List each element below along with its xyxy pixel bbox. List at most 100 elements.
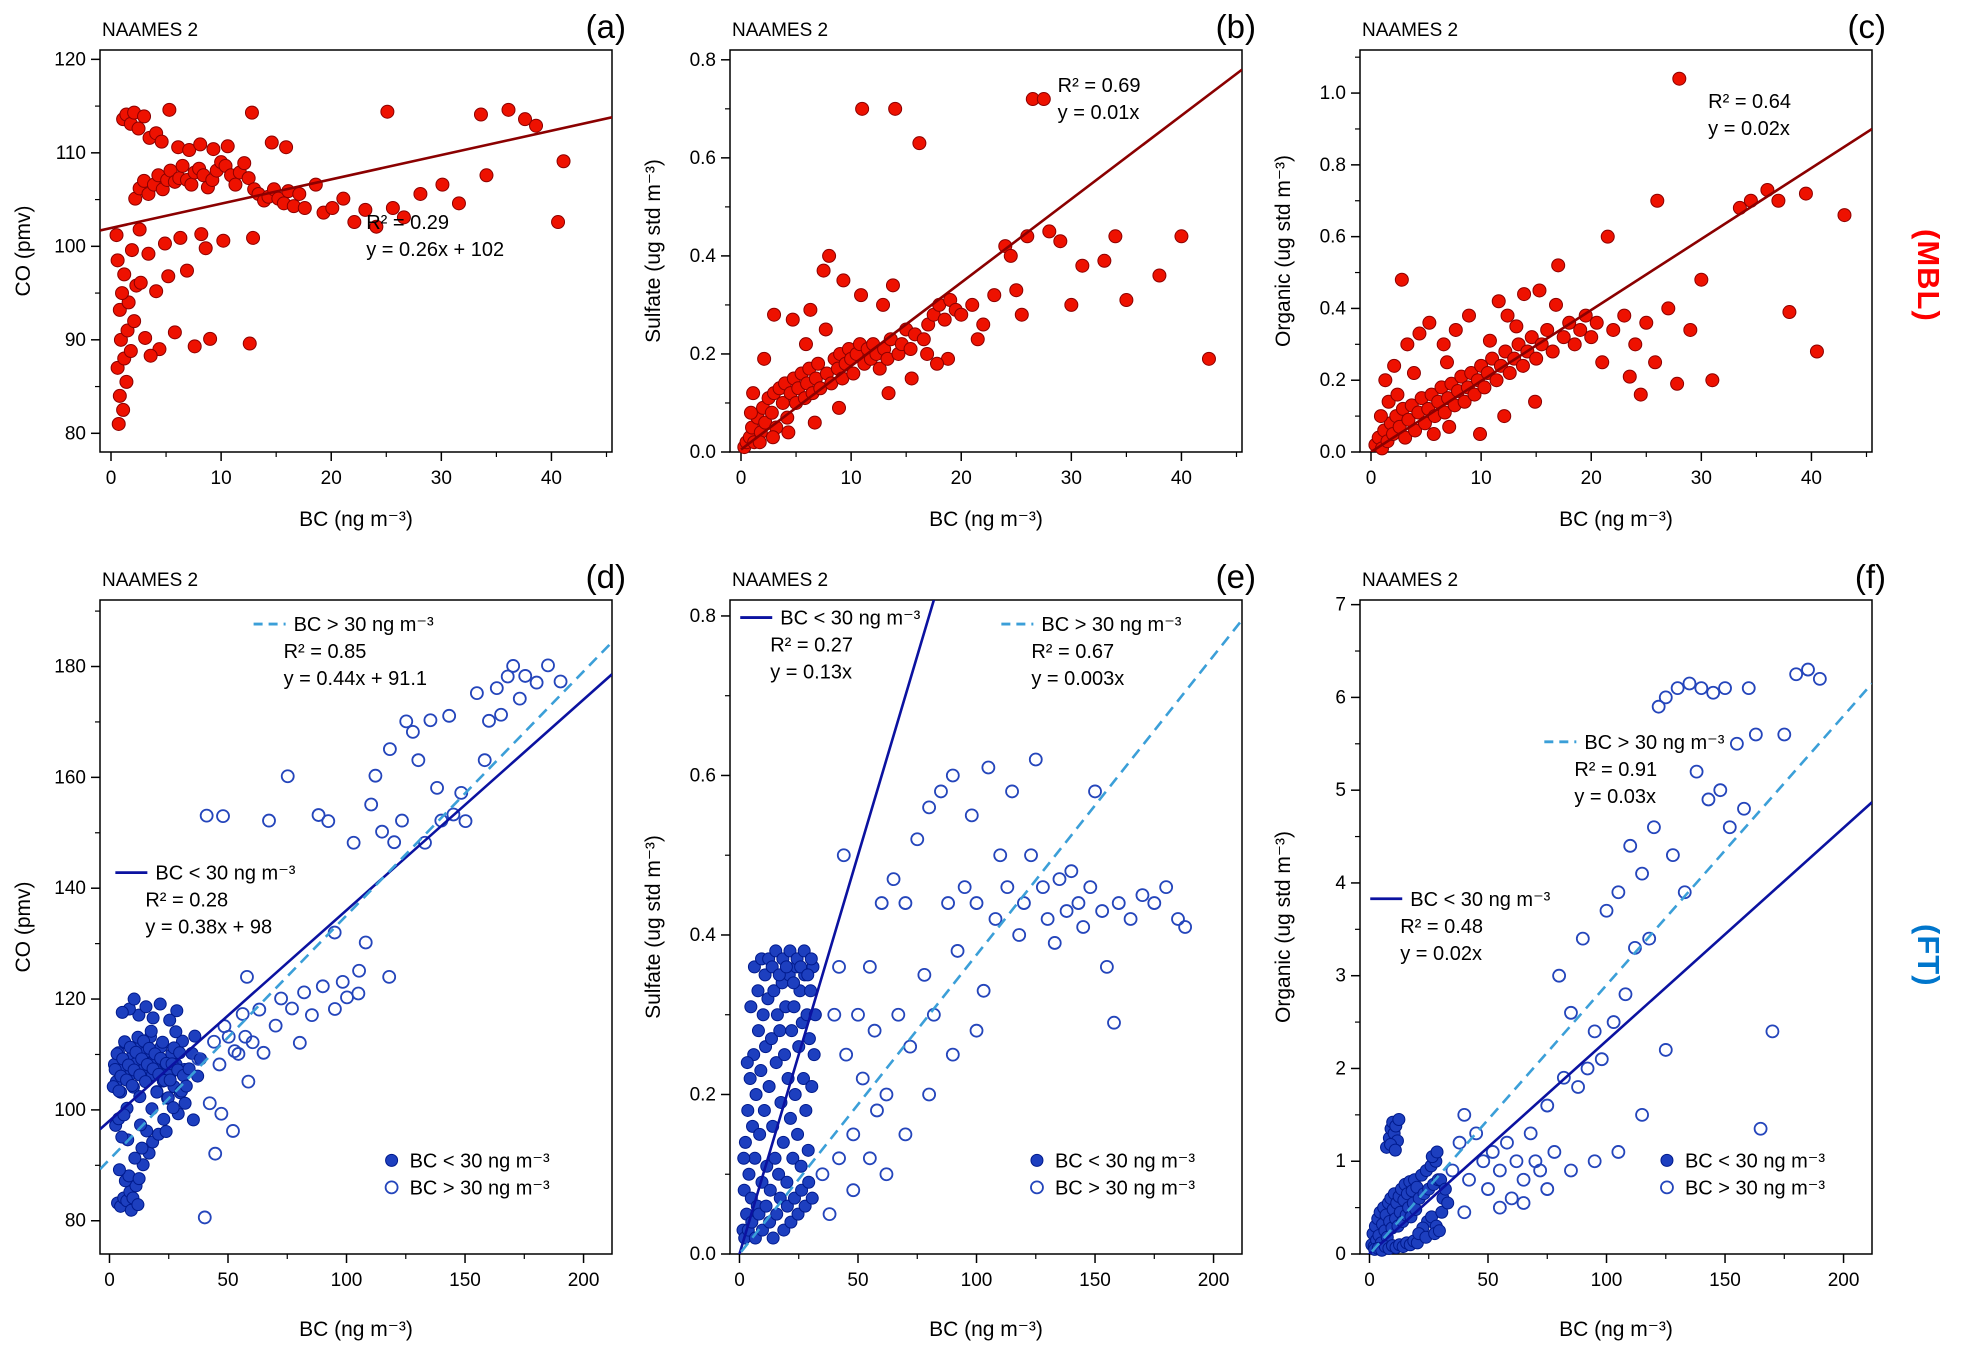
svg-text:BC (ng m⁻³): BC (ng m⁻³) xyxy=(929,1318,1043,1341)
svg-text:1: 1 xyxy=(1335,1151,1346,1172)
svg-text:100: 100 xyxy=(331,1270,363,1291)
svg-text:BC < 30 ng m⁻³: BC < 30 ng m⁻³ xyxy=(1410,889,1550,911)
svg-text:BC > 30 ng m⁻³: BC > 30 ng m⁻³ xyxy=(294,614,434,636)
svg-text:90: 90 xyxy=(65,330,86,351)
mbl-side-column: (MBL) xyxy=(1890,0,1966,550)
svg-text:BC (ng m⁻³): BC (ng m⁻³) xyxy=(299,1318,413,1341)
ft-row: 0 50 100 150 200 80 100 120 140 160 180 NAAMES 2 BC … xyxy=(0,550,1976,1360)
svg-text:6: 6 xyxy=(1335,687,1346,708)
svg-text:R² = 0.28: R² = 0.28 xyxy=(145,890,228,912)
svg-text:110: 110 xyxy=(56,143,86,164)
svg-text:80: 80 xyxy=(65,423,86,444)
svg-text:180: 180 xyxy=(54,657,86,678)
svg-text:Organic (ug std m⁻³): Organic (ug std m⁻³) xyxy=(1272,155,1295,347)
svg-text:5: 5 xyxy=(1335,780,1346,801)
panel-letter-e: (e) xyxy=(1215,558,1256,595)
svg-text:y = 0.38x + 98: y = 0.38x + 98 xyxy=(145,917,272,939)
ft-label: (FT) xyxy=(1911,923,1946,987)
svg-text:CO (pmv): CO (pmv) xyxy=(12,206,35,297)
svg-text:0.6: 0.6 xyxy=(690,148,716,169)
svg-text:0: 0 xyxy=(736,468,747,489)
svg-text:40: 40 xyxy=(541,468,562,489)
svg-text:y = 0.26x + 102: y = 0.26x + 102 xyxy=(366,239,504,261)
svg-text:10: 10 xyxy=(211,468,232,489)
panel-letter-c: (c) xyxy=(1847,8,1886,45)
svg-text:BC > 30 ng m⁻³: BC > 30 ng m⁻³ xyxy=(1685,1177,1825,1199)
svg-text:BC (ng m⁻³): BC (ng m⁻³) xyxy=(929,508,1043,531)
svg-text:100: 100 xyxy=(961,1270,993,1291)
svg-text:NAAMES 2: NAAMES 2 xyxy=(102,20,198,41)
svg-text:y = 0.44x + 91.1: y = 0.44x + 91.1 xyxy=(284,668,427,690)
svg-text:y = 0.003x: y = 0.003x xyxy=(1031,668,1124,690)
svg-text:BC (ng m⁻³): BC (ng m⁻³) xyxy=(1559,508,1673,531)
chart-sulfate-vs-bc-ft: 0 50 100 150 200 0.0 0.2 0.4 0.6 0.8 NAAMES 2 BC (n… xyxy=(630,550,1260,1360)
panel-letter-f: (f) xyxy=(1854,558,1886,595)
svg-text:R² = 0.91: R² = 0.91 xyxy=(1574,759,1657,781)
svg-text:150: 150 xyxy=(1079,1270,1111,1291)
svg-text:Organic (ug std m⁻³): Organic (ug std m⁻³) xyxy=(1272,831,1295,1023)
chart-organic-vs-bc-mbl: 0 10 20 30 40 0.0 0.2 0.4 0.6 0.8 1.0 NAAMES 2 BC (n… xyxy=(1260,0,1890,550)
chart-organic-vs-bc-ft: 0 50 100 150 200 0 1 2 3 4 5 6 7 NAAMES 2 BC (ng m⁻³) O… xyxy=(1260,550,1890,1360)
svg-text:0: 0 xyxy=(1366,468,1377,489)
svg-text:0.4: 0.4 xyxy=(690,246,717,267)
svg-text:NAAMES 2: NAAMES 2 xyxy=(1362,570,1458,591)
panel-letter-a: (a) xyxy=(585,8,626,45)
svg-text:0.4: 0.4 xyxy=(1320,298,1347,319)
svg-text:y = 0.13x: y = 0.13x xyxy=(770,662,852,684)
svg-text:40: 40 xyxy=(1171,468,1192,489)
svg-text:20: 20 xyxy=(1581,468,1602,489)
svg-text:80: 80 xyxy=(65,1211,86,1232)
panel-letter-d: (d) xyxy=(585,558,626,595)
svg-text:NAAMES 2: NAAMES 2 xyxy=(1362,20,1458,41)
svg-text:BC (ng m⁻³): BC (ng m⁻³) xyxy=(1559,1318,1673,1341)
svg-text:50: 50 xyxy=(1477,1270,1498,1291)
svg-text:4: 4 xyxy=(1335,873,1346,894)
panel-b: 0 10 20 30 40 0.0 0.2 0.4 0.6 0.8 NAAMES 2 BC (ng m… xyxy=(630,0,1260,550)
svg-text:R² = 0.48: R² = 0.48 xyxy=(1400,916,1483,938)
svg-text:BC > 30 ng m⁻³: BC > 30 ng m⁻³ xyxy=(410,1177,550,1199)
svg-text:0.6: 0.6 xyxy=(690,765,716,786)
svg-text:0: 0 xyxy=(734,1270,745,1291)
svg-text:50: 50 xyxy=(217,1270,238,1291)
svg-text:BC < 30 ng m⁻³: BC < 30 ng m⁻³ xyxy=(1685,1150,1825,1172)
svg-text:R² = 0.29: R² = 0.29 xyxy=(366,212,449,234)
svg-text:50: 50 xyxy=(847,1270,868,1291)
svg-text:200: 200 xyxy=(1828,1270,1860,1291)
svg-text:CO (pmv): CO (pmv) xyxy=(12,882,35,973)
svg-text:0.2: 0.2 xyxy=(690,344,716,365)
svg-text:0: 0 xyxy=(106,468,117,489)
svg-text:200: 200 xyxy=(568,1270,600,1291)
svg-text:BC < 30 ng m⁻³: BC < 30 ng m⁻³ xyxy=(155,863,295,885)
panel-a: 0 10 20 30 40 80 90 100 110 120 NAAMES 2 BC (ng m⁻³… xyxy=(0,0,630,550)
svg-text:0: 0 xyxy=(1364,1270,1375,1291)
svg-text:0.8: 0.8 xyxy=(690,50,716,71)
svg-text:Sulfate (ug std m⁻³): Sulfate (ug std m⁻³) xyxy=(642,835,665,1019)
svg-text:NAAMES 2: NAAMES 2 xyxy=(102,570,198,591)
svg-text:120: 120 xyxy=(54,989,86,1010)
svg-text:R² = 0.85: R² = 0.85 xyxy=(284,641,367,663)
svg-text:y = 0.02x: y = 0.02x xyxy=(1708,118,1790,140)
mbl-row: 0 10 20 30 40 80 90 100 110 120 NAAMES 2 BC (ng m⁻³… xyxy=(0,0,1976,550)
svg-text:BC < 30 ng m⁻³: BC < 30 ng m⁻³ xyxy=(410,1150,550,1172)
svg-text:30: 30 xyxy=(1061,468,1082,489)
svg-text:0.2: 0.2 xyxy=(690,1084,716,1105)
svg-text:3: 3 xyxy=(1335,966,1346,987)
svg-text:BC < 30 ng m⁻³: BC < 30 ng m⁻³ xyxy=(780,608,920,630)
svg-text:0: 0 xyxy=(104,1270,115,1291)
svg-text:NAAMES 2: NAAMES 2 xyxy=(732,570,828,591)
svg-text:2: 2 xyxy=(1335,1058,1346,1079)
svg-text:10: 10 xyxy=(1471,468,1492,489)
chart-co-vs-bc-mbl: 0 10 20 30 40 80 90 100 110 120 NAAMES 2 BC (ng m⁻³… xyxy=(0,0,630,550)
svg-text:0.0: 0.0 xyxy=(690,1244,716,1265)
svg-text:0.0: 0.0 xyxy=(1320,442,1346,463)
svg-text:30: 30 xyxy=(1691,468,1712,489)
mbl-label: (MBL) xyxy=(1911,228,1946,322)
svg-text:R² = 0.27: R² = 0.27 xyxy=(770,635,853,657)
svg-text:140: 140 xyxy=(54,878,86,899)
svg-text:40: 40 xyxy=(1801,468,1822,489)
svg-text:7: 7 xyxy=(1335,595,1346,616)
svg-text:150: 150 xyxy=(449,1270,481,1291)
svg-text:y = 0.03x: y = 0.03x xyxy=(1574,786,1656,808)
svg-text:0.8: 0.8 xyxy=(1320,155,1346,176)
